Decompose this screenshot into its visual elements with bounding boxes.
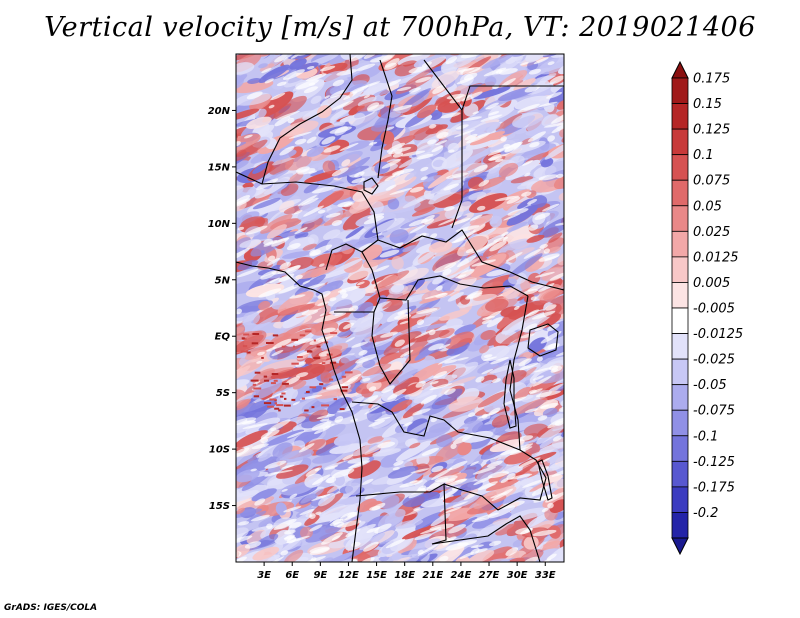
lon-tick-label: 30E <box>507 570 528 581</box>
lon-tick-label: 27E <box>479 570 500 581</box>
colorbar-swatch <box>671 512 689 539</box>
colorbar-label: 0.025 <box>693 225 730 240</box>
credit-text: GrADS: IGES/COLA <box>4 603 98 613</box>
colorbar-swatch <box>671 435 689 462</box>
colorbar-swatch <box>671 179 689 207</box>
map-frame <box>235 53 565 563</box>
border-chad-car <box>377 229 564 291</box>
border-congo <box>334 299 411 385</box>
border-cameroon-car <box>361 251 381 313</box>
colorbar-swatch <box>671 384 689 411</box>
border-angola-south <box>355 483 447 545</box>
colorbar-under-triangle <box>671 537 689 556</box>
colorbar-swatch <box>671 128 689 156</box>
border-drc-east <box>509 295 529 451</box>
border-libya-chad <box>423 59 463 229</box>
lat-tick-label: 5S <box>216 388 230 399</box>
colorbar-swatch <box>671 460 689 488</box>
border-car-drc <box>379 275 529 301</box>
lon-tick-label: 33E <box>535 570 556 581</box>
colorbar-swatch <box>671 256 689 283</box>
colorbar-label: 0.075 <box>693 174 730 189</box>
lat-tick-label: 15N <box>208 162 231 173</box>
plot-title: Vertical velocity [m/s] at 700hPa, VT: 2… <box>44 12 756 43</box>
colorbar-swatch <box>671 358 689 386</box>
colorbar-swatch <box>671 486 689 513</box>
colorbar-label: -0.005 <box>693 302 735 317</box>
lat-tick-label: 5N <box>215 275 231 286</box>
colorbar-swatch <box>671 205 689 232</box>
colorbar-swatch <box>671 282 689 309</box>
colorbar-swatch <box>671 333 689 360</box>
colorbar-label: 0.005 <box>693 276 730 291</box>
border-niger-chad <box>377 59 393 179</box>
lake-victoria <box>527 323 559 357</box>
border-sahel <box>236 171 379 241</box>
colorbar-label: -0.175 <box>693 480 735 495</box>
lon-tick-label: 9E <box>313 570 327 581</box>
colorbar-over-triangle <box>671 60 689 79</box>
colorbar-label: 0.15 <box>693 97 722 112</box>
lat-tick-label: 20N <box>208 106 231 117</box>
colorbar-label: -0.025 <box>693 353 735 368</box>
colorbar-swatch <box>671 307 689 334</box>
colorbar-label: -0.2 <box>693 506 718 521</box>
colorbar-label: 0.175 <box>693 72 730 87</box>
colorbar-label: 0.0125 <box>693 250 739 265</box>
axis-ticks: 20N 15N 10N 5N EQ 5S 10S 15S 3E 6E 9E 12E 15E 18E 21E 2… <box>208 106 556 581</box>
lon-tick-label: 15E <box>366 570 387 581</box>
colorbar-swatch <box>671 77 689 104</box>
lake-malawi <box>537 459 553 501</box>
colorbar-label: 0.05 <box>693 199 722 214</box>
coastline <box>236 261 363 562</box>
lake-tanganyika <box>503 359 517 429</box>
border-zimbabwe <box>431 515 541 562</box>
colorbar: 0.175 0.15 0.125 0.1 0.075 0.05 0.025 0.0125 0.0… <box>671 60 743 556</box>
lon-tick-label: 21E <box>422 570 443 581</box>
lon-tick-label: 12E <box>338 570 359 581</box>
lake-chad <box>363 177 379 195</box>
colorbar-label: -0.125 <box>693 455 735 470</box>
colorbar-swatch <box>671 154 689 181</box>
lon-tick-label: 3E <box>257 570 271 581</box>
lat-tick-label: 10S <box>209 445 230 456</box>
lon-tick-label: 6E <box>285 570 299 581</box>
country-borders <box>236 54 564 562</box>
colorbar-label: 0.125 <box>693 123 730 138</box>
lat-tick-label: EQ <box>215 332 231 343</box>
velocity-field <box>236 54 564 562</box>
colorbar-label: -0.05 <box>693 378 727 393</box>
lat-tick-label: 15S <box>209 501 230 512</box>
lat-tick-label: 10N <box>208 219 231 230</box>
colorbar-label: -0.075 <box>693 404 735 419</box>
colorbar-label: 0.1 <box>693 148 714 163</box>
border-nigeria-cameroon <box>325 239 379 271</box>
colorbar-label: -0.0125 <box>693 327 743 342</box>
border-drc-angola <box>351 401 521 451</box>
lon-tick-label: 18E <box>394 570 415 581</box>
lon-tick-label: 24E <box>451 570 472 581</box>
colorbar-swatch <box>671 103 689 130</box>
colorbar-swatch <box>671 409 689 437</box>
colorbar-label: -0.1 <box>693 429 718 444</box>
border-algeria-niger <box>261 54 353 185</box>
border-sudan <box>461 85 564 111</box>
colorbar-swatch <box>671 230 689 258</box>
